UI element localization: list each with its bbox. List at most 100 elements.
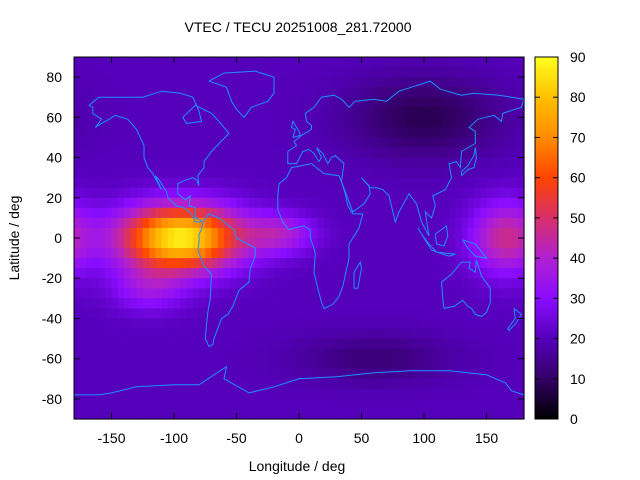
heatmap-cell bbox=[367, 77, 375, 88]
heatmap-cell bbox=[286, 127, 294, 139]
heatmap-cell bbox=[180, 57, 188, 68]
heatmap-cell bbox=[417, 268, 425, 279]
heatmap-cell bbox=[230, 278, 238, 289]
heatmap-cell bbox=[180, 77, 188, 88]
heatmap-cell bbox=[117, 348, 125, 360]
heatmap-cell bbox=[80, 348, 88, 360]
heatmap-cell bbox=[211, 388, 219, 400]
heatmap-cell bbox=[474, 207, 481, 219]
heatmap-cell bbox=[517, 137, 525, 149]
heatmap-cell bbox=[449, 328, 456, 340]
heatmap-cell bbox=[199, 278, 206, 289]
heatmap-cell bbox=[505, 197, 513, 209]
heatmap-cell bbox=[274, 248, 281, 259]
heatmap-cell bbox=[211, 107, 219, 118]
heatmap-cell bbox=[74, 117, 81, 128]
heatmap-cell bbox=[286, 238, 294, 249]
heatmap-cell bbox=[467, 117, 475, 128]
heatmap-cell bbox=[305, 308, 313, 320]
heatmap-cell bbox=[336, 278, 344, 289]
heatmap-cell bbox=[92, 137, 100, 149]
heatmap-cell bbox=[274, 97, 281, 108]
heatmap-cell bbox=[467, 177, 475, 189]
heatmap-cell bbox=[255, 137, 263, 149]
heatmap-cell bbox=[411, 368, 419, 380]
heatmap-cell bbox=[274, 77, 281, 88]
heatmap-cell bbox=[186, 308, 194, 320]
heatmap-cell bbox=[236, 147, 244, 159]
heatmap-cell bbox=[442, 87, 450, 98]
heatmap-cell bbox=[430, 338, 438, 350]
heatmap-cell bbox=[292, 378, 300, 390]
heatmap-cell bbox=[405, 107, 413, 118]
heatmap-cell bbox=[105, 137, 113, 149]
heatmap-cell bbox=[111, 308, 119, 320]
heatmap-cell bbox=[480, 177, 488, 189]
heatmap-cell bbox=[361, 117, 369, 128]
heatmap-cell bbox=[480, 278, 488, 289]
heatmap-cell bbox=[424, 87, 431, 98]
heatmap-cell bbox=[299, 388, 306, 400]
heatmap-cell bbox=[517, 207, 525, 219]
heatmap-cell bbox=[242, 288, 250, 299]
heatmap-cell bbox=[386, 278, 394, 289]
heatmap-cell bbox=[161, 227, 169, 239]
heatmap-cell bbox=[167, 348, 175, 360]
heatmap-cell bbox=[299, 207, 306, 219]
heatmap-cell bbox=[224, 177, 231, 189]
heatmap-cell bbox=[255, 358, 263, 370]
heatmap-cell bbox=[155, 388, 163, 400]
heatmap-cell bbox=[280, 107, 288, 118]
heatmap-cell bbox=[374, 217, 381, 229]
heatmap-cell bbox=[505, 227, 513, 239]
heatmap-cell bbox=[205, 137, 213, 149]
heatmap-cell bbox=[205, 87, 213, 98]
heatmap-cell bbox=[267, 207, 275, 219]
heatmap-cell bbox=[92, 288, 100, 299]
heatmap-cell bbox=[130, 278, 138, 289]
heatmap-cell bbox=[105, 288, 113, 299]
heatmap-cell bbox=[324, 117, 331, 128]
heatmap-cell bbox=[324, 398, 331, 410]
heatmap-cell bbox=[374, 77, 381, 88]
heatmap-cell bbox=[186, 187, 194, 199]
heatmap-cell bbox=[480, 258, 488, 269]
heatmap-cell bbox=[136, 388, 144, 400]
heatmap-cell bbox=[380, 308, 388, 320]
heatmap-cell bbox=[399, 57, 406, 68]
heatmap-cell bbox=[130, 338, 138, 350]
heatmap-cell bbox=[486, 328, 494, 340]
heatmap-cell bbox=[361, 177, 369, 189]
heatmap-cell bbox=[217, 167, 225, 179]
heatmap-cell bbox=[249, 238, 256, 249]
heatmap-cell bbox=[330, 187, 338, 199]
heatmap-cell bbox=[136, 308, 144, 320]
heatmap-cell bbox=[286, 217, 294, 229]
heatmap-cell bbox=[386, 358, 394, 370]
heatmap-cell bbox=[317, 398, 325, 410]
heatmap-cell bbox=[411, 338, 419, 350]
heatmap-cell bbox=[399, 248, 406, 259]
heatmap-cell bbox=[99, 187, 106, 199]
heatmap-cell bbox=[505, 358, 513, 370]
heatmap-cell bbox=[217, 217, 225, 229]
heatmap-cell bbox=[136, 87, 144, 98]
heatmap-cell bbox=[292, 107, 300, 118]
heatmap-cell bbox=[286, 147, 294, 159]
heatmap-cell bbox=[130, 97, 138, 108]
heatmap-cell bbox=[474, 67, 481, 78]
heatmap-cell bbox=[367, 318, 375, 330]
heatmap-cell bbox=[217, 308, 225, 320]
heatmap-cell bbox=[217, 248, 225, 259]
heatmap-cell bbox=[342, 167, 350, 179]
heatmap-cell bbox=[155, 227, 163, 239]
heatmap-cell bbox=[217, 117, 225, 128]
heatmap-cell bbox=[130, 87, 138, 98]
heatmap-cell bbox=[367, 288, 375, 299]
heatmap-cell bbox=[299, 398, 306, 410]
heatmap-cell bbox=[286, 67, 294, 78]
heatmap-cell bbox=[205, 338, 213, 350]
heatmap-cell bbox=[142, 127, 150, 139]
heatmap-cell bbox=[205, 207, 213, 219]
heatmap-cell bbox=[405, 248, 413, 259]
